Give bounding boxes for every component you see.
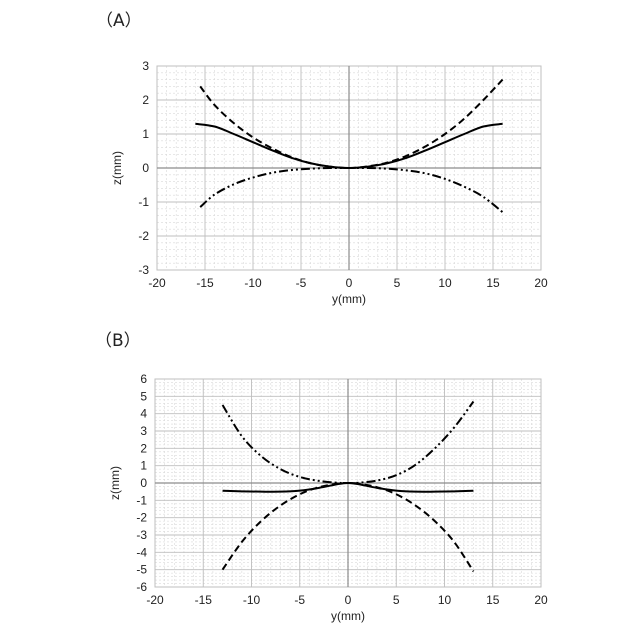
y-tick-label: -3 — [136, 528, 147, 542]
x-tick-label: 10 — [438, 593, 452, 607]
y-tick-label: -6 — [136, 580, 147, 594]
x-tick-label: 20 — [534, 593, 548, 607]
series-line-dashed — [200, 80, 502, 168]
x-tick-label: 5 — [393, 593, 400, 607]
y-tick-label: -2 — [136, 511, 147, 525]
panel-label: （A） — [96, 11, 142, 31]
x-tick-label: 0 — [345, 593, 352, 607]
y-tick-label: -1 — [136, 493, 147, 507]
x-tick-label: -10 — [243, 593, 261, 607]
y-tick-label: 3 — [140, 424, 147, 438]
x-tick-label: -5 — [294, 593, 305, 607]
x-tick-label: -10 — [244, 276, 262, 290]
y-tick-label: 1 — [140, 459, 147, 473]
y-tick-label: 2 — [140, 441, 147, 455]
panel-label: （B） — [95, 331, 141, 351]
y-tick-label: 6 — [140, 372, 147, 386]
x-tick-label: -20 — [148, 276, 166, 290]
y-tick-label: 4 — [140, 407, 147, 421]
x-tick-label: -15 — [195, 593, 213, 607]
y-tick-label: 0 — [142, 161, 149, 175]
x-tick-label: 0 — [346, 276, 353, 290]
x-tick-label: 5 — [394, 276, 401, 290]
y-tick-label: 2 — [142, 93, 149, 107]
y-tick-label: 3 — [142, 59, 149, 73]
y-tick-label: -3 — [138, 263, 149, 277]
y-tick-label: 0 — [140, 476, 147, 490]
y-tick-label: 5 — [140, 389, 147, 403]
y-tick-label: 1 — [142, 127, 149, 141]
chart-panel-a: （A）-20-15-10-505101520-3-2-10123y(mm)z(m… — [96, 11, 548, 306]
x-tick-label: -15 — [196, 276, 214, 290]
y-tick-label: -1 — [138, 195, 149, 209]
x-tick-label: -5 — [296, 276, 307, 290]
x-tick-label: 15 — [486, 593, 500, 607]
x-axis-title: y(mm) — [331, 609, 365, 623]
x-tick-label: 10 — [438, 276, 452, 290]
chart-panel-b: （B）-20-15-10-505101520-6-5-4-3-2-1012345… — [95, 331, 548, 623]
y-axis-title: z(mm) — [110, 151, 124, 185]
y-axis-title: z(mm) — [108, 466, 122, 500]
x-tick-label: 15 — [486, 276, 500, 290]
x-tick-label: -20 — [146, 593, 164, 607]
x-axis-title: y(mm) — [332, 292, 366, 306]
y-tick-label: -5 — [136, 563, 147, 577]
y-tick-label: -4 — [136, 545, 147, 559]
y-tick-label: -2 — [138, 229, 149, 243]
x-tick-label: 20 — [534, 276, 548, 290]
